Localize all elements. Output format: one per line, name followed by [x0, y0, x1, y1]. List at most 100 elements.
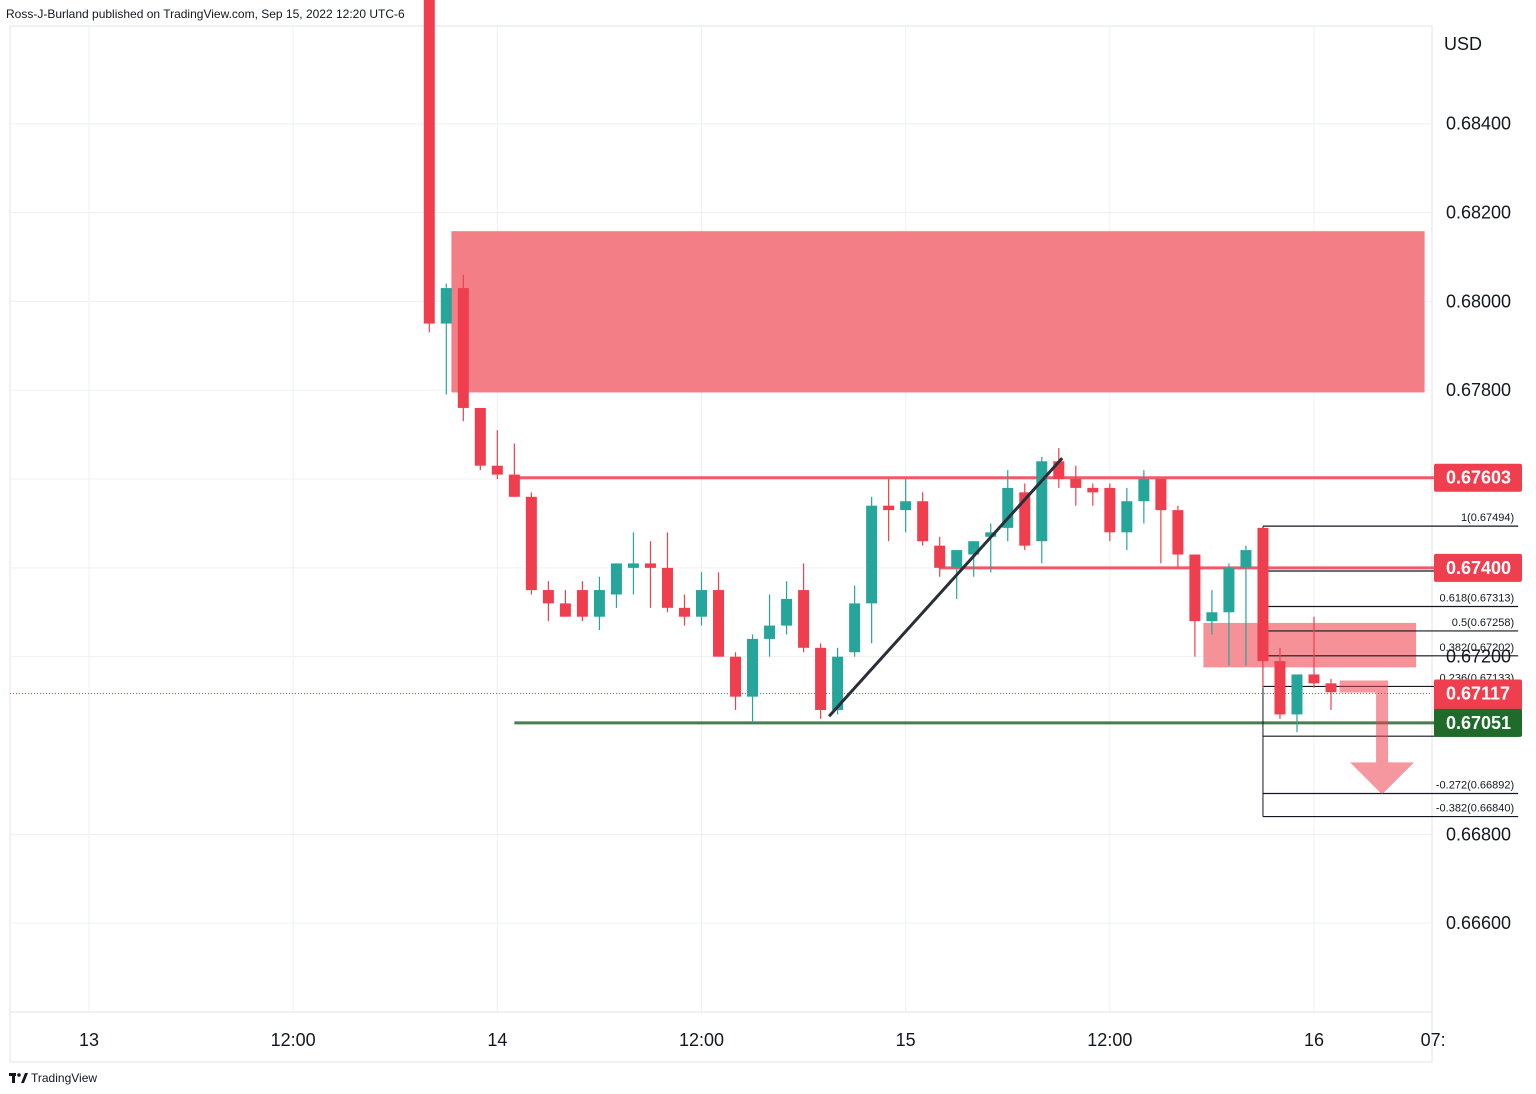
- resistance-supply-zone: [451, 231, 1425, 393]
- candle-body: [781, 598, 793, 626]
- fib-level-label: 0.5(0.67258): [1452, 617, 1514, 629]
- price-badge: 0.67400: [1434, 553, 1522, 582]
- candle: [627, 532, 639, 595]
- candle-body: [900, 501, 912, 511]
- x-tick-label: 07:: [1421, 1030, 1446, 1050]
- y-tick-label: 0.67200: [1446, 647, 1511, 667]
- candle: [1274, 647, 1286, 719]
- candle: [883, 479, 895, 542]
- candle: [1240, 545, 1252, 666]
- zones: [451, 231, 1425, 668]
- candle: [525, 492, 537, 595]
- fib-level-label: -0.382(0.66840): [1436, 803, 1514, 815]
- candle: [1036, 456, 1048, 564]
- x-tick-label: 14: [487, 1030, 507, 1050]
- fib-level-label: 0.382(0.67202): [1440, 642, 1515, 654]
- price-badge-value: 0.67117: [1446, 684, 1510, 704]
- candle-body: [1189, 554, 1201, 622]
- candle-body: [730, 656, 742, 697]
- grid-lines: [9, 25, 1433, 1063]
- trendline-group: [827, 457, 1064, 718]
- price-badge-value: 0.67603: [1446, 468, 1511, 488]
- candle: [798, 563, 810, 653]
- candle: [1002, 470, 1014, 542]
- candle: [968, 541, 980, 577]
- candle-body: [1240, 550, 1252, 568]
- candle: [1308, 616, 1320, 688]
- fib-level-label: 0.618(0.67313): [1440, 592, 1515, 604]
- candle-body: [542, 590, 554, 604]
- candle: [1291, 674, 1303, 733]
- candle-body: [1019, 492, 1031, 546]
- candle: [678, 594, 690, 626]
- price-badge-bg: [1434, 463, 1522, 492]
- candle-body: [644, 563, 656, 568]
- candle: [781, 581, 793, 635]
- candle-body: [525, 496, 537, 591]
- candle: [457, 274, 469, 422]
- candle-body: [474, 407, 486, 466]
- candle: [1070, 465, 1082, 506]
- candle-body: [423, 0, 435, 324]
- down-arrow-shape: [1339, 680, 1415, 795]
- candle-body: [1155, 479, 1167, 511]
- candle-body: [1325, 683, 1337, 693]
- candle-body: [1206, 612, 1218, 622]
- candle-body: [968, 541, 980, 555]
- candle-body: [508, 474, 520, 497]
- candle: [815, 643, 827, 719]
- candle: [644, 541, 656, 608]
- publisher-caption: Ross-J-Burland published on TradingView.…: [6, 7, 405, 21]
- candle: [1053, 447, 1065, 488]
- candle-body: [627, 563, 639, 568]
- candle-body: [491, 465, 503, 475]
- candle-body: [934, 545, 946, 568]
- candle-body: [1070, 479, 1082, 488]
- time-axis[interactable]: 13 12:00 14 12:00 15 12:00 16 07:: [79, 1030, 1446, 1050]
- candle: [474, 407, 486, 471]
- candle-body: [1291, 674, 1303, 715]
- tv-logo-icon: [9, 1073, 28, 1083]
- x-tick-label: 13: [79, 1030, 99, 1050]
- candle: [1206, 590, 1218, 635]
- candle-body: [661, 567, 673, 608]
- y-tick-label: 0.66600: [1446, 913, 1511, 933]
- candle: [832, 647, 844, 715]
- candle-body: [1104, 487, 1116, 533]
- candle-body: [1087, 487, 1099, 493]
- candle-body: [1223, 567, 1235, 613]
- candle: [747, 634, 759, 724]
- x-tick-label: 12:00: [679, 1030, 724, 1050]
- candle: [1325, 678, 1337, 710]
- candle-body: [1002, 487, 1014, 528]
- y-tick-label: 0.68200: [1446, 203, 1511, 223]
- candle-body: [764, 625, 776, 639]
- candle: [917, 492, 929, 546]
- candle: [593, 576, 605, 631]
- candle-body: [1121, 501, 1133, 533]
- tradingview-logo[interactable]: TradingView: [9, 1071, 97, 1085]
- candle-body: [1274, 661, 1286, 715]
- plot-frame: [9, 25, 1433, 1063]
- candle-body: [1172, 510, 1184, 555]
- candle: [1138, 470, 1150, 524]
- candle: [985, 523, 997, 573]
- candle: [1223, 563, 1235, 666]
- candle: [1121, 487, 1133, 551]
- candle: [440, 283, 452, 395]
- candle-body: [1036, 461, 1048, 542]
- candle-body: [866, 505, 878, 604]
- x-tick-label: 12:00: [271, 1030, 316, 1050]
- imbalance-zone: [1203, 622, 1417, 668]
- x-tick-label: 15: [896, 1030, 916, 1050]
- candle-body: [917, 501, 929, 542]
- candle: [1155, 479, 1167, 564]
- candle: [849, 585, 861, 657]
- x-tick-label: 12:00: [1087, 1030, 1132, 1050]
- candle-body: [849, 603, 861, 653]
- candle-body: [713, 590, 725, 657]
- price-badge-bg: [1434, 553, 1522, 582]
